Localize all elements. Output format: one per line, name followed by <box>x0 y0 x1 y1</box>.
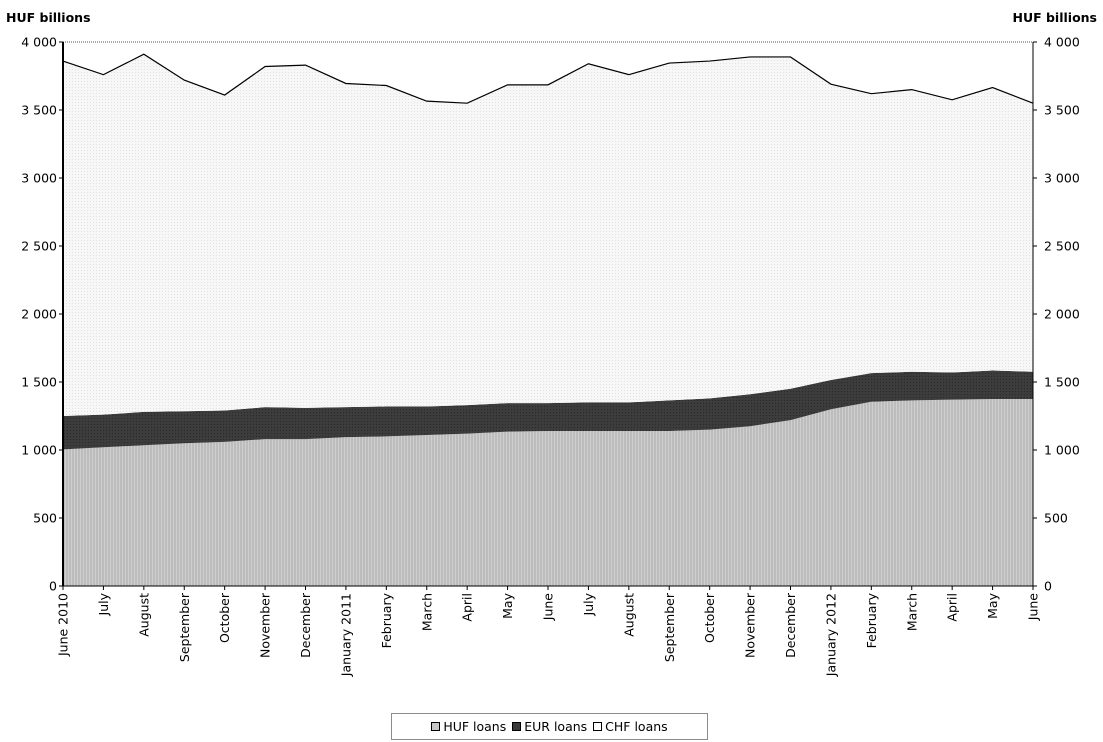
x-tick-label: May <box>985 592 1000 618</box>
right-y-tick-label: 2 500 <box>1044 239 1080 254</box>
x-tick-label: April <box>460 593 475 622</box>
area-chf-loans <box>63 54 1033 417</box>
x-tick-label: January 2011 <box>338 593 353 677</box>
right-y-tick-label: 4 000 <box>1044 35 1080 50</box>
left-y-tick-label: 1 000 <box>21 443 57 458</box>
right-y-axis-ticks: 0 500 1 000 1 500 2 000 2 500 3 000 3 500 4 000 <box>1033 35 1080 594</box>
left-y-axis-ticks: 0 500 1 000 1 500 2 000 2 500 3 000 3 500 4 000 <box>21 35 63 594</box>
right-y-tick-label: 3 000 <box>1044 171 1080 186</box>
area-huf-loans <box>63 399 1033 586</box>
x-tick-label: June <box>541 593 556 622</box>
legend-item-eur: EUR loans <box>512 719 587 734</box>
legend-swatch-chf <box>593 722 603 731</box>
x-tick-label: February <box>864 592 879 648</box>
x-tick-label: May <box>500 592 515 618</box>
right-y-tick-label: 1 500 <box>1044 375 1080 390</box>
left-y-tick-label: 2 500 <box>21 239 57 254</box>
right-y-tick-label: 500 <box>1044 511 1068 526</box>
x-tick-label: September <box>177 592 192 662</box>
x-tick-label: November <box>743 592 758 658</box>
left-y-tick-label: 3 500 <box>21 103 57 118</box>
x-tick-label: December <box>783 592 798 658</box>
x-tick-label: December <box>298 592 313 658</box>
x-tick-label: September <box>662 592 677 662</box>
area-eur-loans <box>63 370 1033 450</box>
left-y-tick-label: 4 000 <box>21 35 57 50</box>
left-y-tick-label: 1 500 <box>21 375 57 390</box>
x-tick-label: July <box>581 592 596 616</box>
x-tick-label: July <box>96 592 111 616</box>
left-y-tick-label: 0 <box>49 579 57 594</box>
x-tick-label: March <box>419 593 434 631</box>
x-tick-label: October <box>217 592 232 643</box>
chart-legend: HUF loans EUR loans CHF loans <box>391 713 708 740</box>
x-axis-ticks: June 2010 July August September October Novem… <box>56 586 1041 677</box>
left-y-tick-label: 500 <box>33 511 57 526</box>
legend-label-chf: CHF loans <box>605 719 668 734</box>
legend-swatch-eur <box>512 722 522 731</box>
x-tick-label: November <box>258 592 273 658</box>
right-y-tick-label: 1 000 <box>1044 443 1080 458</box>
legend-item-chf: CHF loans <box>593 719 668 734</box>
x-tick-label: March <box>904 593 919 631</box>
x-tick-label: January 2012 <box>823 593 838 677</box>
x-tick-label: October <box>702 592 717 643</box>
legend-swatch-huf <box>431 722 441 731</box>
right-axis-unit-label: HUF billions <box>1012 10 1097 25</box>
x-tick-label: August <box>621 593 636 637</box>
total-outline <box>62 53 1034 104</box>
left-y-tick-label: 3 000 <box>21 171 57 186</box>
legend-label-eur: EUR loans <box>524 719 588 734</box>
x-tick-label: August <box>136 593 151 637</box>
right-y-tick-label: 3 500 <box>1044 103 1080 118</box>
left-y-tick-label: 2 000 <box>21 307 57 322</box>
series-areas <box>62 53 1034 586</box>
legend-item-huf: HUF loans <box>431 719 506 734</box>
right-y-tick-label: 2 000 <box>1044 307 1080 322</box>
x-tick-label: April <box>945 593 960 622</box>
legend-label-huf: HUF loans <box>443 719 507 734</box>
x-tick-label: June <box>1026 593 1041 622</box>
x-tick-label: February <box>379 592 394 648</box>
left-axis-unit-label: HUF billions <box>6 10 91 25</box>
right-y-tick-label: 0 <box>1044 579 1052 594</box>
x-tick-label: June 2010 <box>56 593 71 657</box>
